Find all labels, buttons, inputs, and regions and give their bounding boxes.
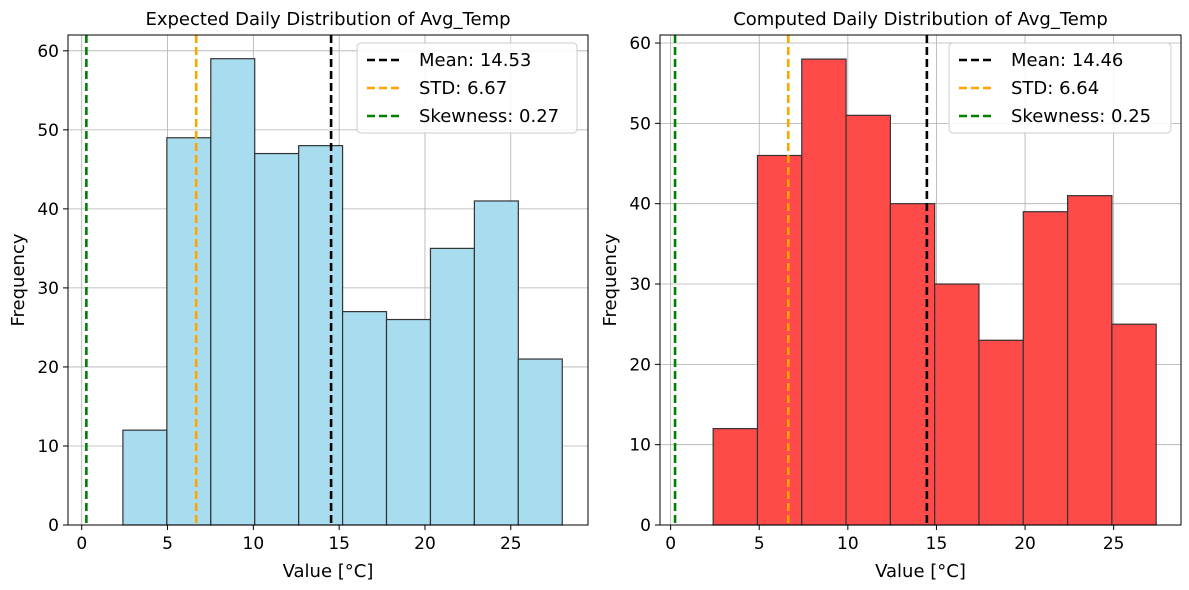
histogram-bar [298,145,344,526]
x-axis-label: Value [°C] [875,561,966,582]
x-tick-label: 20 [1014,534,1036,554]
legend-entry: Skewness: 0.25 [1011,106,1151,127]
x-tick-label: 0 [76,534,87,554]
x-tick-label: 20 [414,534,436,554]
x-tick-label: 10 [837,534,859,554]
legend-entry: Skewness: 0.27 [419,106,559,127]
histogram-bar [801,58,847,526]
y-axis-label: Frequency [600,233,621,326]
y-tick-label: 30 [629,275,651,295]
y-tick-label: 10 [37,437,59,457]
y-tick-label: 40 [629,195,651,215]
histogram-bar [385,318,432,526]
axes-frame [67,34,589,526]
histogram-bar [934,283,980,526]
y-tick-label: 50 [629,114,651,134]
histogram-bar [978,339,1024,526]
histogram-bar [845,114,891,526]
legend-entry: STD: 6.64 [1011,78,1099,99]
histogram-bar [166,137,212,526]
x-tick-label: 15 [328,534,350,554]
histogram-bar [122,429,168,526]
x-tick-label: 25 [1103,534,1125,554]
x-tick-label: 5 [754,534,765,554]
legend-entry: Mean: 14.46 [1011,50,1123,71]
y-tick-label: 10 [629,436,651,456]
legend-box [948,42,1172,134]
y-tick-label: 60 [37,42,59,62]
histogram-bar [1022,211,1069,526]
histogram-bar [712,428,759,526]
legend: Mean: 14.53 STD: 6.67 Skewness: 0.27 [356,42,578,134]
chart-panel-1: 0 5 10 15 20 25 0 10 20 30 40 50 60 Expected Daily Di… [8,9,589,582]
legend-entry: Mean: 14.53 [419,50,531,71]
histogram-bar [1111,323,1157,526]
x-tick-label: 0 [665,534,676,554]
y-axis-label: Frequency [8,233,29,326]
y-tick-label: 50 [37,121,59,141]
x-tick-label: 25 [500,534,522,554]
histogram-bar [473,200,519,526]
y-tick-label: 60 [629,34,651,54]
legend: Mean: 14.46 STD: 6.64 Skewness: 0.25 [948,42,1172,134]
histogram-bar [429,247,475,526]
histogram-bar [756,154,803,526]
histogram-bar [1066,195,1113,526]
y-tick-label: 20 [37,358,59,378]
axes-frame [659,34,1182,526]
x-tick-label: 5 [162,534,173,554]
x-tick-label: 15 [926,534,948,554]
chart-title: Computed Daily Distribution of Avg_Temp [733,9,1108,30]
histogram-bar [341,311,388,526]
y-tick-label: 30 [37,279,59,299]
chart-panel-2: 0 5 10 15 20 25 0 10 20 30 40 50 60 Computed Daily Di… [600,9,1182,582]
y-tick-label: 40 [37,200,59,220]
chart-title: Expected Daily Distribution of Avg_Temp [145,9,510,30]
histogram-bar [254,152,300,526]
y-tick-label: 0 [48,516,59,536]
x-tick-label: 10 [243,534,265,554]
legend-box [356,42,578,134]
histogram-bar [517,358,563,526]
y-tick-label: 20 [629,355,651,375]
x-axis-label: Value [°C] [283,561,374,582]
y-tick-label: 0 [640,516,651,536]
histogram-bar [210,58,256,526]
legend-entry: STD: 6.67 [419,78,507,99]
